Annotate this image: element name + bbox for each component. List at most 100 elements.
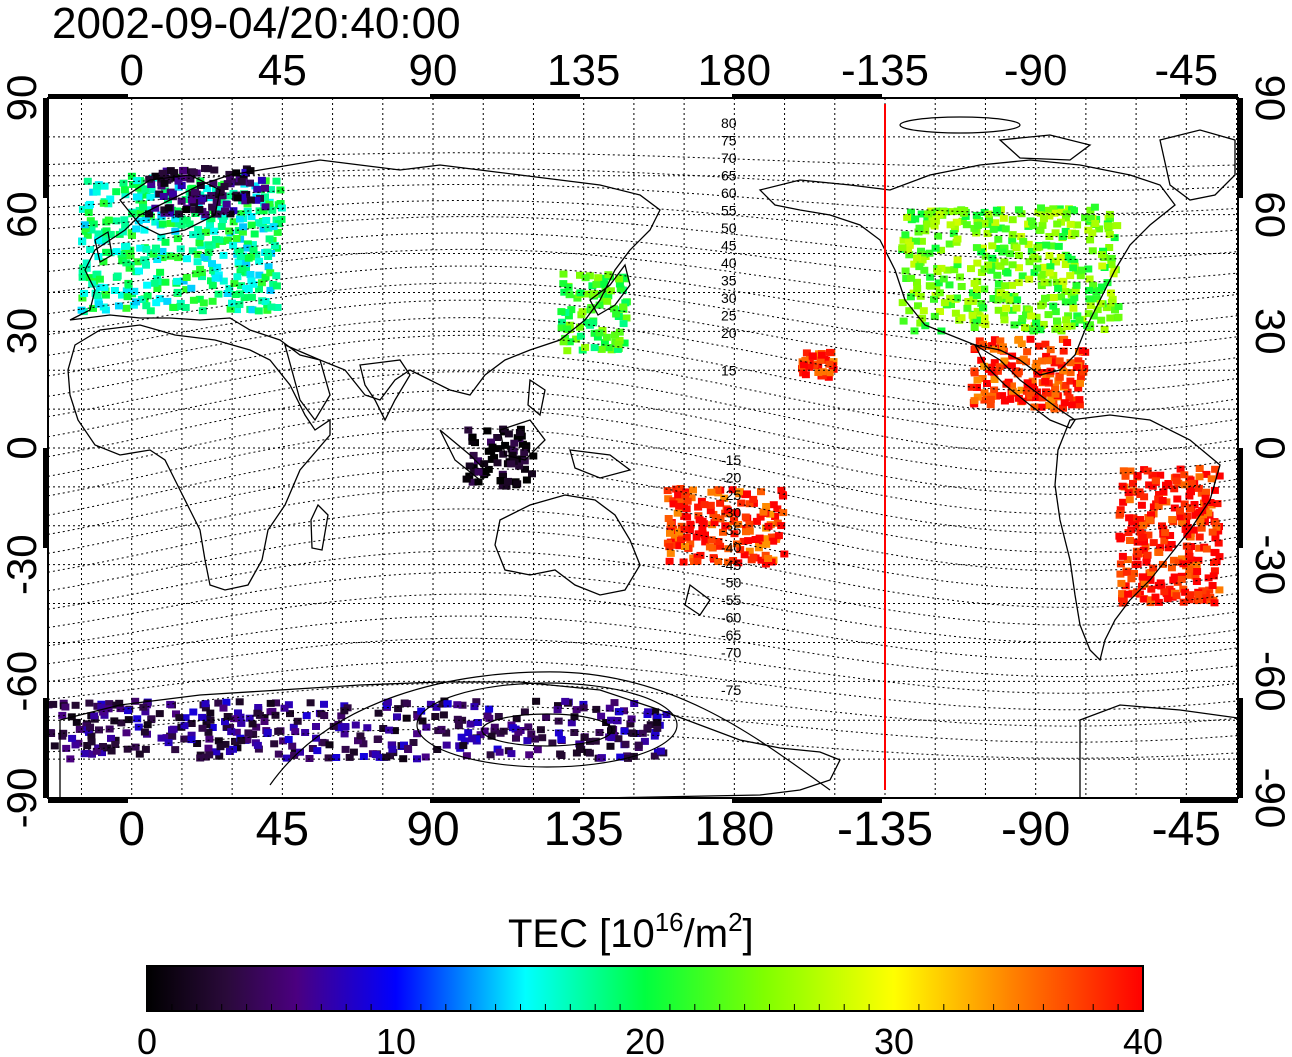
tec-cell [1061,288,1070,295]
tec-data-layer [48,165,1224,763]
tec-cell [284,736,293,743]
tec-cell [93,291,102,299]
tec-cell [235,248,244,256]
lat-ticks-right: 90 60 30 0 -30 -60 -90 [1247,75,1292,829]
tec-cell [825,369,834,377]
tec-cell [49,700,58,708]
tec-cell [509,447,518,455]
tec-cell [179,167,188,174]
tec-cell [913,278,921,286]
tec-cell [80,750,89,758]
tec-cell [607,727,615,735]
tec-cell [675,502,684,510]
tec-cell [1192,561,1201,569]
tec-cell [1116,510,1125,517]
tec-cell [581,274,590,282]
tec-cell [1051,390,1060,398]
tec-cell [970,324,979,331]
tec-cell [266,699,275,707]
tec-cell [1032,359,1041,367]
tec-cell [1070,207,1078,215]
tec-cell [87,738,96,746]
tec-cell [771,513,780,520]
tec-cell [1059,277,1068,285]
tec-cell [124,716,133,724]
tec-cell [984,261,993,269]
tec-cell [979,304,987,312]
tec-cell [206,716,215,724]
tec-cell [235,698,244,706]
contour-label: -60 [721,610,741,626]
tec-cell [195,206,204,213]
tec-cell [1007,362,1016,370]
tec-cell [628,729,636,737]
lon-tick-label: -45 [1152,803,1221,856]
tec-cell [267,186,275,194]
tec-cell [194,202,203,210]
tec-cell [975,312,984,320]
tec-cell [1061,214,1070,222]
colorbar-tick-label: 0 [137,1021,157,1057]
tec-cell [1000,244,1008,252]
tec-cell [453,715,462,723]
tec-cell [402,714,411,722]
tec-cell [80,289,89,297]
tec-cell [514,459,522,467]
tec-cell [433,746,442,753]
tec-cell [1180,481,1189,489]
tec-cell [485,714,494,722]
contour-ring-north [899,116,1021,134]
tec-cell [177,182,186,189]
tec-cell [249,730,258,738]
tec-cell [719,528,727,536]
tec-cell [189,296,198,304]
tec-cell [1059,367,1068,375]
tec-cell [603,297,612,305]
tec-cell [99,708,108,716]
tec-cell [1110,265,1119,273]
tec-cell [187,196,196,204]
tec-cell [442,741,451,749]
tec-cell [221,207,229,215]
tec-cell [1078,347,1087,355]
tec-cell [219,704,228,712]
tec-cell [244,286,253,294]
tec-cell [767,533,776,541]
tec-cell [1136,528,1145,536]
tec-cell [1017,386,1026,394]
tec-cell [413,730,422,738]
tec-cell [161,238,170,246]
tec-cell [122,242,131,250]
tec-cell [554,717,563,725]
tec-cell [268,206,277,214]
coastline-greenland [1159,129,1236,201]
tec-cell [1070,294,1079,302]
tec-cell [499,727,508,735]
tec-cell [388,745,397,753]
tec-cell [926,282,935,290]
tec-cell [705,543,714,551]
tec-cell [468,478,477,486]
tec-cell [1147,569,1156,576]
tec-cell [665,543,674,551]
tec-cell [749,499,758,507]
tec-cell [620,707,628,715]
lat-tick-label: 30 [1247,308,1292,355]
tec-cell [1133,560,1142,568]
tec-cell [664,515,673,522]
tec-cell [501,441,510,449]
tec-cell [907,208,915,216]
tec-cell [202,721,211,729]
tec-cell [1027,312,1036,320]
tec-cell [112,217,121,225]
tec-cell [674,491,683,499]
tec-cell [1129,514,1138,522]
tec-cell [153,285,162,292]
tec-cell [1148,471,1157,479]
tec-cell [1057,208,1066,216]
tec-cell [230,715,239,723]
tec-cell [1119,498,1128,506]
tec-cell [170,169,179,177]
tec-cell [700,501,709,509]
